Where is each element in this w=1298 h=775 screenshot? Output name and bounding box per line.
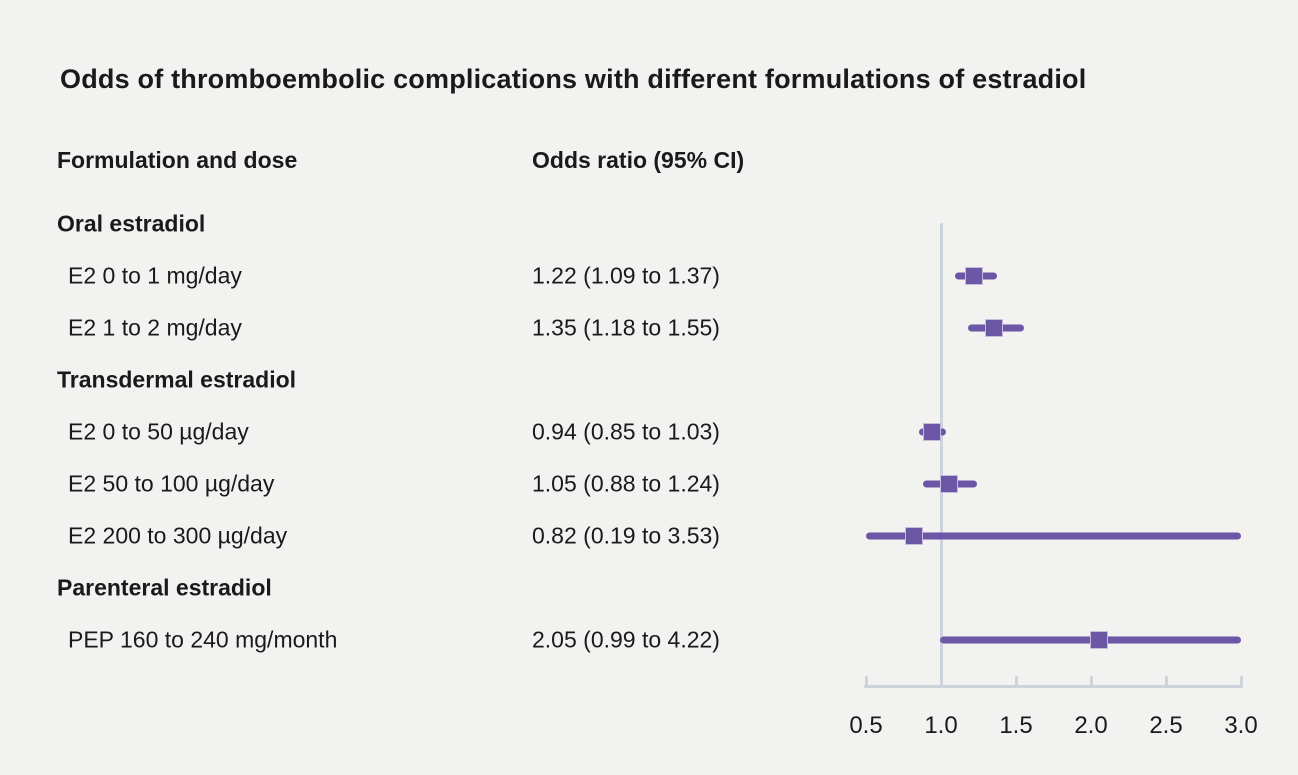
odds-ratio-marker xyxy=(923,423,941,441)
odds-ratio-marker xyxy=(984,319,1003,337)
row-item-label: E2 200 to 300 µg/day xyxy=(68,522,288,549)
x-axis-tick-label: 1.0 xyxy=(924,712,958,739)
x-axis-tick xyxy=(939,676,943,685)
x-axis-tick xyxy=(1089,676,1093,685)
row-group-label: Oral estradiol xyxy=(57,210,206,237)
row-group-label: Transdermal estradiol xyxy=(57,366,297,393)
confidence-interval-line xyxy=(866,532,1241,540)
x-axis-tick-label: 1.5 xyxy=(999,712,1033,739)
reference-line xyxy=(939,223,943,685)
x-axis-tick-label: 2.5 xyxy=(1149,712,1183,739)
x-axis-tick-label: 3.0 xyxy=(1224,712,1258,739)
column-header-formulation: Formulation and dose xyxy=(57,147,298,173)
row-odds-ratio-text: 1.35 (1.18 to 1.55) xyxy=(532,314,720,341)
row-item-label: E2 0 to 1 mg/day xyxy=(68,262,242,289)
row-group-label: Parenteral estradiol xyxy=(57,574,272,601)
odds-ratio-marker xyxy=(1089,631,1108,649)
odds-ratio-marker xyxy=(939,475,958,493)
row-odds-ratio-text: 0.82 (0.19 to 3.53) xyxy=(532,522,720,549)
x-axis-tick-label: 0.5 xyxy=(849,712,883,739)
row-item-label: E2 0 to 50 µg/day xyxy=(68,418,249,445)
x-axis-line xyxy=(864,685,1243,688)
x-axis-tick-label: 2.0 xyxy=(1074,712,1108,739)
row-odds-ratio-text: 2.05 (0.99 to 4.22) xyxy=(532,626,720,653)
x-axis-tick xyxy=(1014,676,1018,685)
row-odds-ratio-text: 1.22 (1.09 to 1.37) xyxy=(532,262,720,289)
x-axis-tick xyxy=(1164,676,1168,685)
row-item-label: PEP 160 to 240 mg/month xyxy=(68,626,338,653)
odds-ratio-marker xyxy=(905,527,923,545)
figure-title: Odds of thromboembolic complications wit… xyxy=(60,64,1087,94)
x-axis-tick xyxy=(864,676,868,685)
row-item-label: E2 50 to 100 µg/day xyxy=(68,470,275,497)
row-odds-ratio-text: 0.94 (0.85 to 1.03) xyxy=(532,418,720,445)
odds-ratio-marker xyxy=(965,267,983,285)
row-item-label: E2 1 to 2 mg/day xyxy=(68,314,242,341)
x-axis-tick xyxy=(1239,676,1243,685)
row-odds-ratio-text: 1.05 (0.88 to 1.24) xyxy=(532,470,720,497)
column-header-odds-ratio: Odds ratio (95% CI) xyxy=(532,147,745,173)
